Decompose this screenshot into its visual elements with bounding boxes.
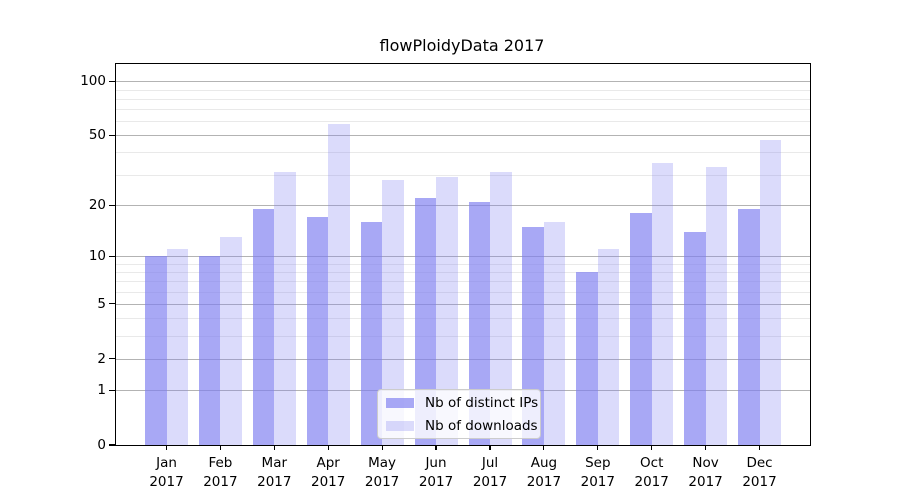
x-tick-mark-apr xyxy=(327,445,329,450)
y-tick-label-5: 5 xyxy=(97,295,106,312)
x-tick-label-feb: Feb 2017 xyxy=(203,455,238,490)
x-tick-label-jul: Jul 2017 xyxy=(472,455,508,490)
x-tick-label-may: May 2017 xyxy=(364,455,400,490)
x-tick-mark-may xyxy=(381,445,383,450)
major-gridline-100 xyxy=(116,81,810,83)
x-tick-label-jan: Jan 2017 xyxy=(149,455,184,490)
x-tick-label-nov: Nov 2017 xyxy=(688,455,723,490)
bar-nb-of-downloads-jan xyxy=(166,249,188,445)
x-tick-label-oct: Oct 2017 xyxy=(634,455,669,490)
bar-nb-of-distinct-ips-feb xyxy=(198,256,221,445)
bar-nb-of-distinct-ips-mar xyxy=(252,209,275,445)
x-tick-label-jun: Jun 2017 xyxy=(418,455,454,490)
minor-gridline-7 xyxy=(116,281,810,283)
x-tick-mark-sep xyxy=(597,445,599,450)
x-tick-mark-feb xyxy=(219,445,221,450)
x-tick-label-sep: Sep 2017 xyxy=(580,455,615,490)
y-tick-label-10: 10 xyxy=(88,248,106,265)
y-tick-label-50: 50 xyxy=(88,127,106,144)
chart-title: flowPloidyData 2017 xyxy=(379,36,545,55)
bar-nb-of-downloads-sep xyxy=(597,249,620,445)
y-tick-label-100: 100 xyxy=(80,73,106,90)
bar-nb-of-downloads-apr xyxy=(328,123,350,445)
bar-nb-of-downloads-jul xyxy=(490,172,512,445)
minor-gridline-6 xyxy=(116,291,810,293)
major-gridline-50 xyxy=(116,135,810,137)
legend-label-distinct-ips: Nb of distinct IPs xyxy=(425,394,539,411)
bar-nb-of-downloads-mar xyxy=(274,172,296,445)
y-tick-mark-100 xyxy=(109,80,115,82)
bar-nb-of-distinct-ips-jul xyxy=(468,201,490,445)
x-tick-label-dec: Dec 2017 xyxy=(742,455,777,490)
y-tick-label-0: 0 xyxy=(97,437,106,453)
y-tick-mark-5 xyxy=(109,303,115,305)
minor-gridline-60 xyxy=(116,121,810,123)
x-tick-mark-oct xyxy=(651,445,653,450)
minor-gridline-3 xyxy=(116,335,810,337)
legend-item-downloads: Nb of downloads xyxy=(378,416,540,436)
minor-gridline-9 xyxy=(116,263,810,265)
y-tick-mark-20 xyxy=(109,204,115,206)
legend: Nb of distinct IPs Nb of downloads xyxy=(377,389,541,439)
y-tick-mark-10 xyxy=(109,255,115,257)
major-gridline-10 xyxy=(116,256,810,258)
x-tick-mark-jan xyxy=(165,445,168,450)
bar-nb-of-downloads-may xyxy=(382,179,404,445)
x-tick-mark-jun xyxy=(435,445,437,450)
bar-nb-of-distinct-ips-jun xyxy=(414,198,436,445)
bar-nb-of-distinct-ips-nov xyxy=(684,231,706,445)
bar-nb-of-distinct-ips-sep xyxy=(576,271,598,445)
bar-nb-of-downloads-jun xyxy=(436,177,458,445)
x-tick-mark-dec xyxy=(758,445,761,450)
minor-gridline-4 xyxy=(116,318,810,320)
x-tick-label-aug: Aug 2017 xyxy=(526,455,562,490)
x-tick-label-mar: Mar 2017 xyxy=(257,455,292,490)
x-tick-mark-aug xyxy=(543,445,545,450)
bar-nb-of-downloads-dec xyxy=(759,140,781,445)
x-tick-mark-nov xyxy=(705,445,707,450)
x-tick-mark-mar xyxy=(273,445,275,450)
bar-nb-of-distinct-ips-may xyxy=(360,221,383,445)
bar-nb-of-distinct-ips-apr xyxy=(306,217,329,445)
y-tick-mark-0 xyxy=(109,444,115,446)
minor-gridline-40 xyxy=(116,152,810,154)
bar-nb-of-downloads-oct xyxy=(651,162,674,445)
y-tick-label-20: 20 xyxy=(88,197,106,214)
y-tick-label-2: 2 xyxy=(97,350,106,367)
minor-gridline-8 xyxy=(116,271,810,273)
minor-gridline-30 xyxy=(116,174,810,176)
bar-nb-of-distinct-ips-jan xyxy=(145,256,167,445)
bar-nb-of-downloads-aug xyxy=(543,221,566,445)
major-gridline-2 xyxy=(116,358,810,360)
minor-gridline-70 xyxy=(116,109,810,111)
legend-label-downloads: Nb of downloads xyxy=(425,417,538,434)
bar-nb-of-distinct-ips-oct xyxy=(630,213,652,445)
legend-item-distinct-ips: Nb of distinct IPs xyxy=(378,393,540,413)
x-tick-mark-jul xyxy=(489,445,491,450)
x-tick-label-apr: Apr 2017 xyxy=(311,455,346,490)
legend-swatch-distinct-ips xyxy=(386,397,414,408)
legend-swatch-downloads xyxy=(386,420,414,431)
bar-nb-of-downloads-feb xyxy=(220,237,242,445)
plot-area: 0 1 2 5 10 20 50 100 Jan 2017 Feb 2017 Mar 2017 Apr… xyxy=(80,63,811,490)
minor-gridline-80 xyxy=(116,98,810,100)
y-tick-mark-50 xyxy=(109,134,115,136)
y-tick-label-1: 1 xyxy=(97,382,106,399)
bar-nb-of-downloads-nov xyxy=(705,167,728,445)
y-tick-mark-2 xyxy=(109,357,115,360)
y-tick-mark-1 xyxy=(109,389,115,391)
major-gridline-5 xyxy=(116,303,810,305)
major-gridline-20 xyxy=(116,205,810,207)
bar-nb-of-distinct-ips-dec xyxy=(738,209,760,445)
minor-gridline-90 xyxy=(116,89,810,91)
